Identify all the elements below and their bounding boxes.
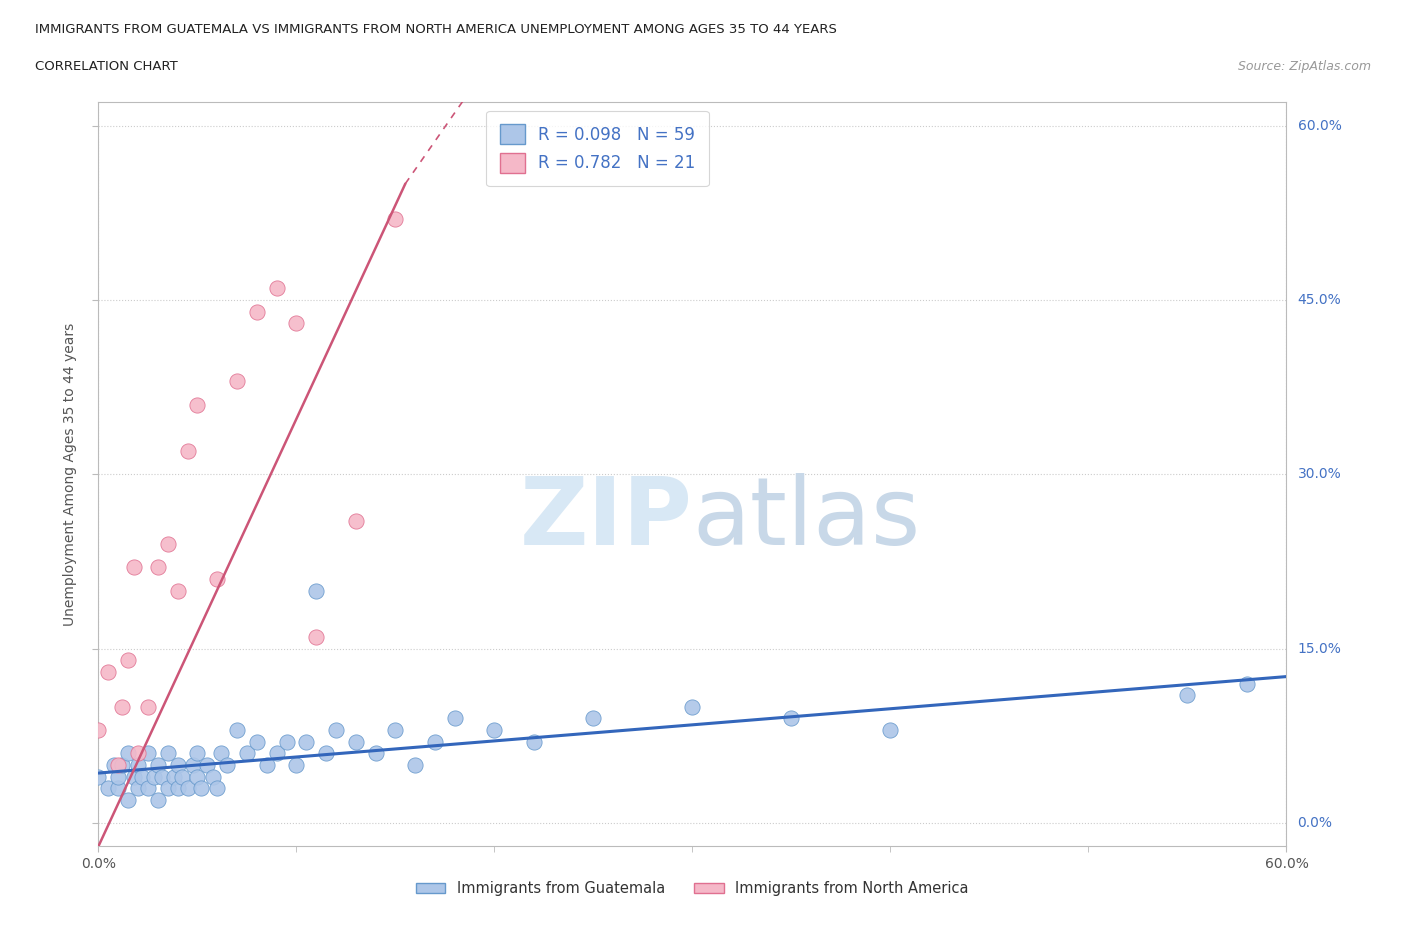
Text: 0.0%: 0.0%: [1298, 816, 1333, 830]
Point: [111, 699, 134, 714]
Point: [176, 444, 198, 458]
Point: [246, 304, 269, 319]
Point: [156, 746, 179, 761]
Point: [170, 769, 193, 784]
Text: 45.0%: 45.0%: [1298, 293, 1341, 307]
Point: [117, 746, 139, 761]
Point: [127, 757, 149, 772]
Text: 60.0%: 60.0%: [1298, 118, 1341, 133]
Text: IMMIGRANTS FROM GUATEMALA VS IMMIGRANTS FROM NORTH AMERICA UNEMPLOYMENT AMONG AG: IMMIGRANTS FROM GUATEMALA VS IMMIGRANTS …: [35, 23, 837, 36]
Point: [176, 781, 198, 796]
Point: [582, 711, 605, 725]
Point: [156, 537, 179, 551]
Point: [107, 781, 129, 796]
Point: [205, 781, 228, 796]
Point: [131, 769, 153, 784]
Point: [236, 746, 259, 761]
Y-axis label: Unemployment Among Ages 35 to 44 years: Unemployment Among Ages 35 to 44 years: [63, 323, 77, 626]
Point: [256, 757, 278, 772]
Point: [285, 315, 308, 330]
Point: [103, 757, 125, 772]
Point: [163, 769, 186, 784]
Point: [384, 723, 406, 737]
Point: [295, 735, 318, 750]
Point: [1236, 676, 1258, 691]
Point: [87, 723, 110, 737]
Point: [404, 757, 426, 772]
Point: [305, 583, 328, 598]
Point: [136, 746, 159, 761]
Point: [226, 723, 249, 737]
Point: [136, 781, 159, 796]
Point: [217, 757, 239, 772]
Point: [122, 560, 145, 575]
Point: [364, 746, 387, 761]
Point: [107, 769, 129, 784]
Point: [142, 769, 165, 784]
Point: [111, 757, 134, 772]
Point: [523, 735, 546, 750]
Point: [146, 560, 169, 575]
Point: [205, 571, 228, 587]
Point: [384, 211, 406, 226]
Point: [166, 757, 188, 772]
Point: [107, 757, 129, 772]
Point: [97, 781, 120, 796]
Point: [344, 735, 367, 750]
Point: [285, 757, 308, 772]
Point: [190, 781, 212, 796]
Point: [484, 723, 506, 737]
Point: [879, 723, 901, 737]
Point: [209, 746, 232, 761]
Point: [166, 583, 188, 598]
Point: [325, 723, 347, 737]
Point: [186, 397, 208, 412]
Point: [186, 746, 208, 761]
Point: [136, 699, 159, 714]
Text: CORRELATION CHART: CORRELATION CHART: [35, 60, 179, 73]
Text: Source: ZipAtlas.com: Source: ZipAtlas.com: [1237, 60, 1371, 73]
Point: [87, 769, 110, 784]
Text: atlas: atlas: [692, 473, 921, 565]
Point: [146, 757, 169, 772]
Point: [344, 513, 367, 528]
Point: [315, 746, 337, 761]
Point: [186, 769, 208, 784]
Point: [122, 769, 145, 784]
Point: [305, 630, 328, 644]
Point: [127, 781, 149, 796]
Point: [183, 757, 205, 772]
Legend: Immigrants from Guatemala, Immigrants from North America: Immigrants from Guatemala, Immigrants fr…: [411, 875, 974, 902]
Point: [97, 664, 120, 679]
Point: [266, 281, 288, 296]
Point: [681, 699, 703, 714]
Point: [166, 781, 188, 796]
Point: [117, 792, 139, 807]
Point: [156, 781, 179, 796]
Text: 15.0%: 15.0%: [1298, 642, 1341, 656]
Point: [444, 711, 467, 725]
Text: 30.0%: 30.0%: [1298, 467, 1341, 482]
Point: [150, 769, 173, 784]
Point: [246, 735, 269, 750]
Point: [226, 374, 249, 389]
Point: [1177, 688, 1199, 703]
Point: [127, 746, 149, 761]
Point: [117, 653, 139, 668]
Point: [780, 711, 803, 725]
Point: [423, 735, 446, 750]
Point: [146, 792, 169, 807]
Point: [195, 757, 218, 772]
Point: [202, 769, 225, 784]
Point: [276, 735, 298, 750]
Text: ZIP: ZIP: [520, 473, 692, 565]
Point: [266, 746, 288, 761]
